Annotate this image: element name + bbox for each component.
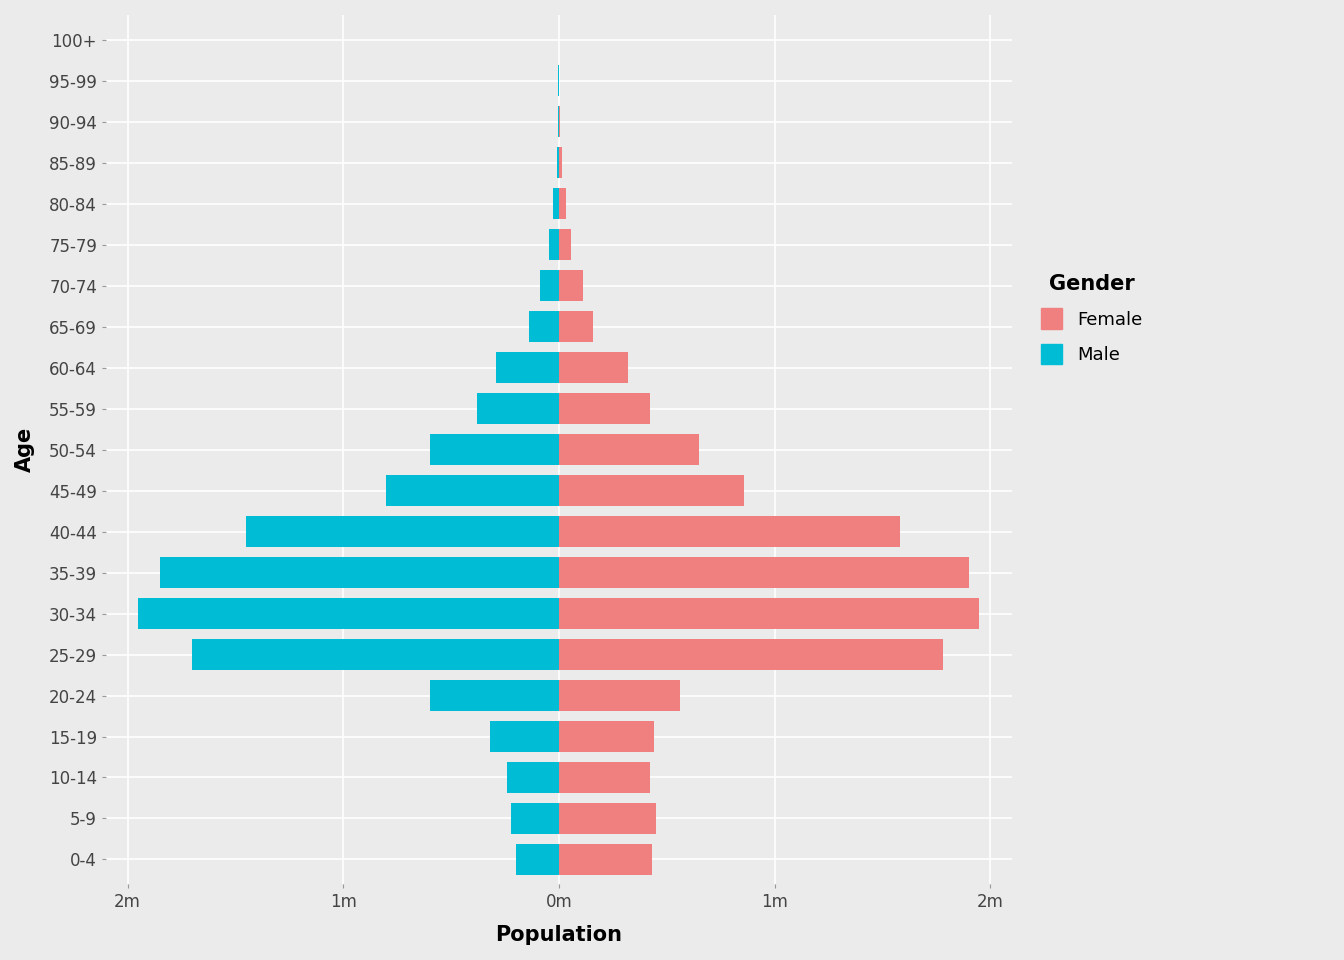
Bar — [559, 311, 594, 342]
Bar — [477, 394, 559, 424]
Bar — [559, 721, 653, 752]
Y-axis label: Age: Age — [15, 427, 35, 472]
Bar — [160, 557, 559, 588]
Bar — [192, 639, 559, 670]
Bar — [138, 598, 559, 629]
Bar — [507, 762, 559, 793]
Bar — [552, 188, 559, 219]
Bar — [430, 680, 559, 711]
Bar — [559, 557, 969, 588]
Bar — [512, 804, 559, 834]
Bar — [559, 762, 649, 793]
Bar — [559, 394, 649, 424]
Bar — [496, 352, 559, 383]
X-axis label: Population: Population — [496, 925, 622, 945]
Bar — [386, 475, 559, 506]
Bar — [559, 680, 680, 711]
Bar — [559, 844, 652, 875]
Bar — [516, 844, 559, 875]
Bar — [559, 147, 562, 178]
Bar — [559, 270, 583, 300]
Bar — [559, 352, 628, 383]
Bar — [528, 311, 559, 342]
Bar — [539, 270, 559, 300]
Bar — [559, 475, 745, 506]
Bar — [430, 434, 559, 465]
Bar — [559, 598, 980, 629]
Bar — [559, 188, 566, 219]
Bar — [559, 229, 571, 260]
Bar — [559, 516, 899, 547]
Bar — [559, 804, 656, 834]
Bar — [559, 639, 942, 670]
Bar — [559, 434, 699, 465]
Bar — [550, 229, 559, 260]
Bar — [246, 516, 559, 547]
Bar — [556, 147, 559, 178]
Bar — [491, 721, 559, 752]
Legend: Female, Male: Female, Male — [1030, 263, 1153, 375]
